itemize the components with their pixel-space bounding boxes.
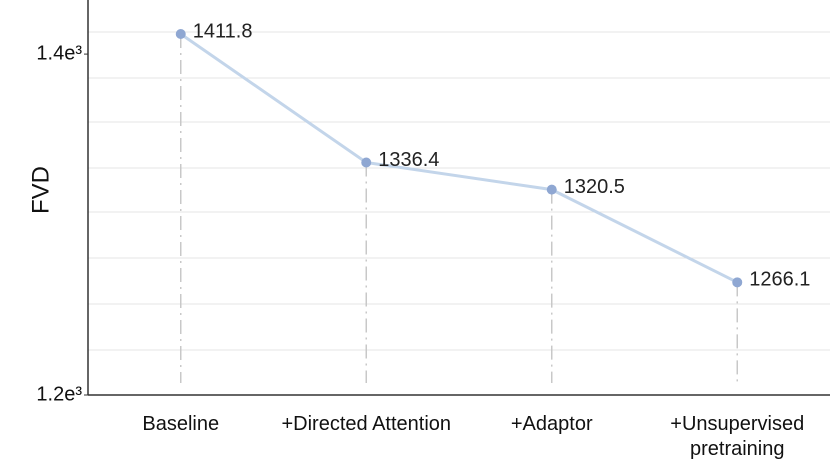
point xyxy=(732,277,743,288)
point xyxy=(546,184,557,195)
y-tick-label: 1.2e³ xyxy=(36,383,82,405)
y-tick-label: 1.4e³ xyxy=(36,42,82,64)
x-tick-label: Baseline xyxy=(142,413,220,435)
value-label: 1266.1 xyxy=(749,269,810,291)
point xyxy=(175,28,186,39)
value-label: 1336.4 xyxy=(378,149,439,171)
y-axis-label: FVD xyxy=(27,166,54,214)
x-tick-label: +Directed Attention xyxy=(281,413,452,435)
x-tick-label: +Unsupervised pretraining xyxy=(670,413,805,460)
value-label: 1411.8 xyxy=(193,20,253,42)
value-label: 1320.5 xyxy=(564,176,625,198)
series-line xyxy=(179,32,738,284)
background-lines xyxy=(88,31,830,351)
x-tick-label: +Adaptor xyxy=(510,413,593,435)
point xyxy=(361,157,372,168)
